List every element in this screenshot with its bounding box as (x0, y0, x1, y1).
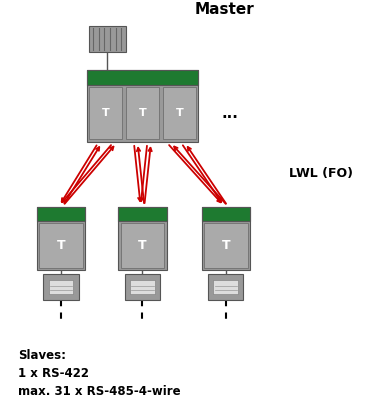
Text: ...: ... (222, 106, 239, 121)
Bar (202, 207, 250, 221)
Bar (118, 207, 166, 221)
Bar (118, 207, 166, 271)
Bar (89, 25, 126, 52)
Bar (130, 280, 155, 294)
Bar (208, 274, 243, 300)
Bar (87, 70, 198, 85)
Bar (204, 224, 248, 268)
Bar (125, 274, 160, 300)
Text: Slaves:
1 x RS-422
max. 31 x RS-485-4-wire: Slaves: 1 x RS-422 max. 31 x RS-485-4-wi… (18, 349, 181, 398)
Bar (163, 87, 196, 140)
Bar (37, 207, 85, 221)
Text: T: T (176, 108, 183, 118)
Bar (39, 224, 83, 268)
Text: T: T (57, 239, 65, 252)
Bar (37, 207, 85, 271)
Bar (202, 207, 250, 271)
Text: Master: Master (194, 2, 254, 17)
Bar (213, 280, 238, 294)
Text: LWL (FO): LWL (FO) (289, 167, 353, 180)
Bar (121, 224, 164, 268)
Text: T: T (221, 239, 230, 252)
Text: T: T (138, 239, 147, 252)
Bar (87, 71, 198, 142)
Bar (126, 87, 159, 140)
Text: T: T (102, 108, 109, 118)
Text: T: T (139, 108, 146, 118)
Bar (89, 87, 122, 140)
Bar (49, 280, 73, 294)
Bar (44, 274, 79, 300)
